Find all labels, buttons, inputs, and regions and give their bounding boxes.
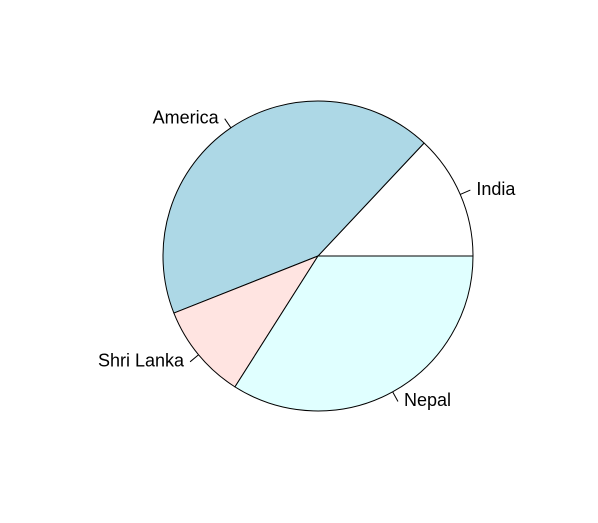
pie-leader-shri-lanka: [189, 354, 199, 363]
pie-leader-america: [224, 118, 232, 129]
pie-label-india: India: [476, 179, 516, 199]
pie-label-nepal: Nepal: [404, 390, 451, 410]
pie-slices: [162, 100, 474, 412]
pie-label-shri-lanka: Shri Lanka: [98, 351, 185, 371]
pie-leader-india: [460, 189, 471, 195]
pie-slice-nepal: [234, 255, 474, 412]
pie-label-america: America: [153, 107, 220, 127]
pie-slice-america: [162, 100, 425, 314]
pie-labels: India America Shri Lanka Nepal: [98, 107, 516, 410]
pie-slice-india: [317, 142, 474, 257]
pie-leader-nepal: [392, 391, 399, 402]
